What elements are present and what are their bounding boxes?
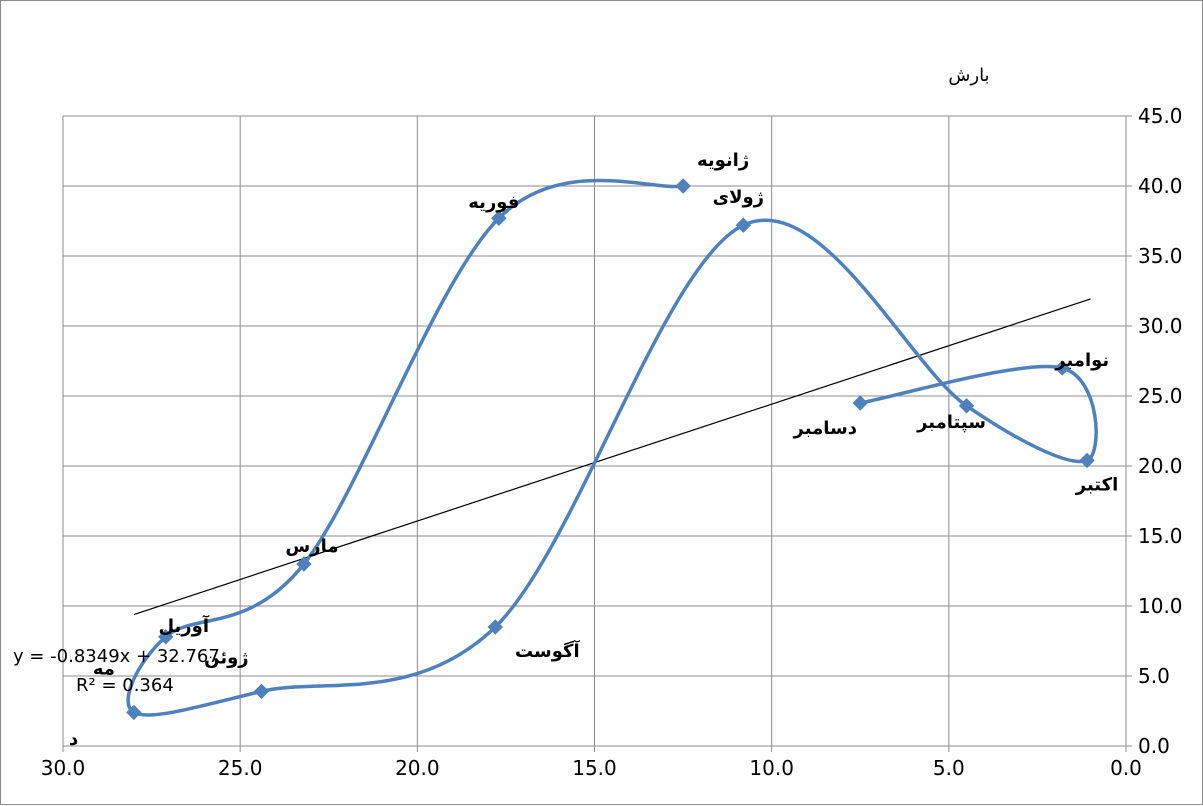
- data-point-marker: [852, 395, 868, 411]
- point-labels: ژانویه فوریه مارس آوریل مه ژوئن ژولای آگوست سپتا…: [93, 150, 1118, 679]
- y-axis-ticks: 0.0 5.0 10.0 15.0 20.0 25.0 30.0 35.0 40.0 45.0: [1138, 104, 1183, 758]
- x-tick-label: 25.0: [218, 756, 263, 780]
- x-tick-label: 0.0: [1110, 756, 1142, 780]
- data-point-label: دسامبر: [793, 418, 857, 439]
- trendline: [133, 298, 1091, 616]
- data-point-marker: [675, 178, 691, 194]
- data-point-label: نوامبر: [1054, 350, 1109, 371]
- y-tick-label: 0.0: [1138, 734, 1170, 758]
- grid-lines: [62, 115, 1132, 752]
- x-tick-label: 20.0: [395, 756, 440, 780]
- trendline-equation: y = -0.8349x + 32.767: [13, 646, 220, 667]
- x-tick-label: 5.0: [933, 756, 965, 780]
- trendline-r2: R² = 0.364: [76, 675, 174, 696]
- stray-label: د: [69, 729, 78, 750]
- data-point-label: ژانویه: [697, 150, 749, 171]
- data-point-marker: [296, 556, 312, 572]
- x-tick-label: 15.0: [572, 756, 617, 780]
- data-point-marker: [491, 210, 507, 226]
- x-tick-label: 30.0: [41, 756, 86, 780]
- data-point-marker: [1079, 452, 1095, 469]
- data-point-marker: [126, 704, 142, 721]
- data-point-marker: [735, 217, 752, 233]
- data-point-label: آوریل: [158, 614, 209, 637]
- series-line: [126, 178, 1098, 717]
- y-tick-label: 35.0: [1138, 244, 1183, 268]
- data-point-marker: [1054, 360, 1070, 376]
- data-point-marker: [487, 619, 503, 635]
- data-point-label: سپتامبر: [916, 412, 986, 433]
- data-point-label: مارس: [285, 536, 338, 557]
- data-point-label: ژولای: [713, 187, 764, 208]
- trendline-line: [133, 298, 1091, 616]
- y-tick-label: 15.0: [1138, 524, 1183, 548]
- data-point-label: اکتبر: [1075, 474, 1119, 495]
- data-point-label: آگوست: [515, 639, 581, 662]
- y-tick-label: 45.0: [1138, 104, 1183, 128]
- chart-title: بارش: [948, 65, 989, 86]
- y-tick-label: 5.0: [1138, 664, 1170, 688]
- data-point-marker: [958, 398, 975, 414]
- series-group: [126, 178, 1098, 721]
- y-tick-label: 40.0: [1138, 174, 1183, 198]
- data-point-marker: [253, 683, 270, 700]
- y-tick-label: 20.0: [1138, 454, 1183, 478]
- y-tick-label: 25.0: [1138, 384, 1183, 408]
- data-point-label: مه: [93, 658, 115, 679]
- y-tick-label: 30.0: [1138, 314, 1183, 338]
- x-axis-ticks: 30.0 25.0 20.0 15.0 10.0 5.0 0.0: [41, 756, 1142, 780]
- data-point-label: ژوئن: [204, 647, 249, 668]
- data-point-label: فوریه: [468, 192, 519, 213]
- x-tick-label: 10.0: [749, 756, 794, 780]
- y-tick-label: 10.0: [1138, 594, 1183, 618]
- data-point-marker: [158, 629, 174, 645]
